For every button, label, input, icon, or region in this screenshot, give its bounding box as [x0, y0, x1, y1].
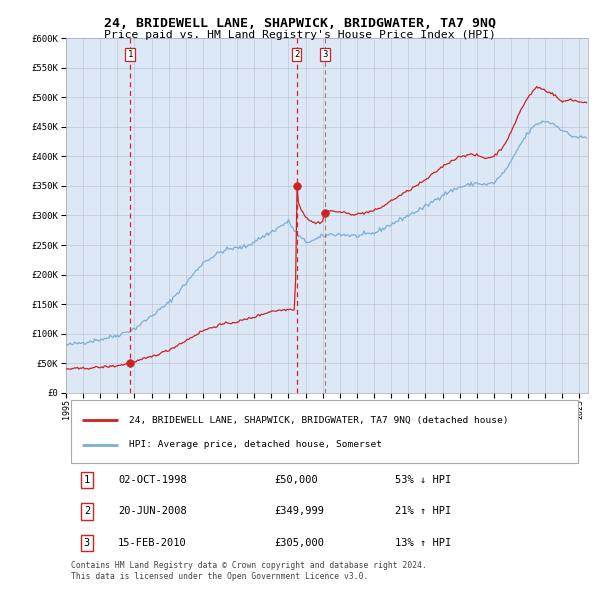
- Text: 3: 3: [322, 50, 328, 59]
- Text: 15-FEB-2010: 15-FEB-2010: [118, 538, 187, 548]
- Text: 1: 1: [127, 50, 133, 59]
- Text: 24, BRIDEWELL LANE, SHAPWICK, BRIDGWATER, TA7 9NQ: 24, BRIDEWELL LANE, SHAPWICK, BRIDGWATER…: [104, 17, 496, 30]
- Text: 20-JUN-2008: 20-JUN-2008: [118, 506, 187, 516]
- Text: £50,000: £50,000: [275, 475, 319, 485]
- Text: 13% ↑ HPI: 13% ↑ HPI: [395, 538, 451, 548]
- Text: 1: 1: [84, 475, 90, 485]
- Text: 24, BRIDEWELL LANE, SHAPWICK, BRIDGWATER, TA7 9NQ (detached house): 24, BRIDEWELL LANE, SHAPWICK, BRIDGWATER…: [128, 416, 508, 425]
- Text: 3: 3: [84, 538, 90, 548]
- Text: 21% ↑ HPI: 21% ↑ HPI: [395, 506, 451, 516]
- Text: This data is licensed under the Open Government Licence v3.0.: This data is licensed under the Open Gov…: [71, 572, 368, 581]
- Text: £349,999: £349,999: [275, 506, 325, 516]
- Text: £305,000: £305,000: [275, 538, 325, 548]
- Text: 2: 2: [294, 50, 299, 59]
- Text: Price paid vs. HM Land Registry's House Price Index (HPI): Price paid vs. HM Land Registry's House …: [104, 30, 496, 40]
- Text: HPI: Average price, detached house, Somerset: HPI: Average price, detached house, Some…: [128, 440, 382, 449]
- FancyBboxPatch shape: [71, 400, 578, 463]
- Text: 2: 2: [84, 506, 90, 516]
- Text: 53% ↓ HPI: 53% ↓ HPI: [395, 475, 451, 485]
- Text: Contains HM Land Registry data © Crown copyright and database right 2024.: Contains HM Land Registry data © Crown c…: [71, 560, 427, 570]
- Text: 02-OCT-1998: 02-OCT-1998: [118, 475, 187, 485]
